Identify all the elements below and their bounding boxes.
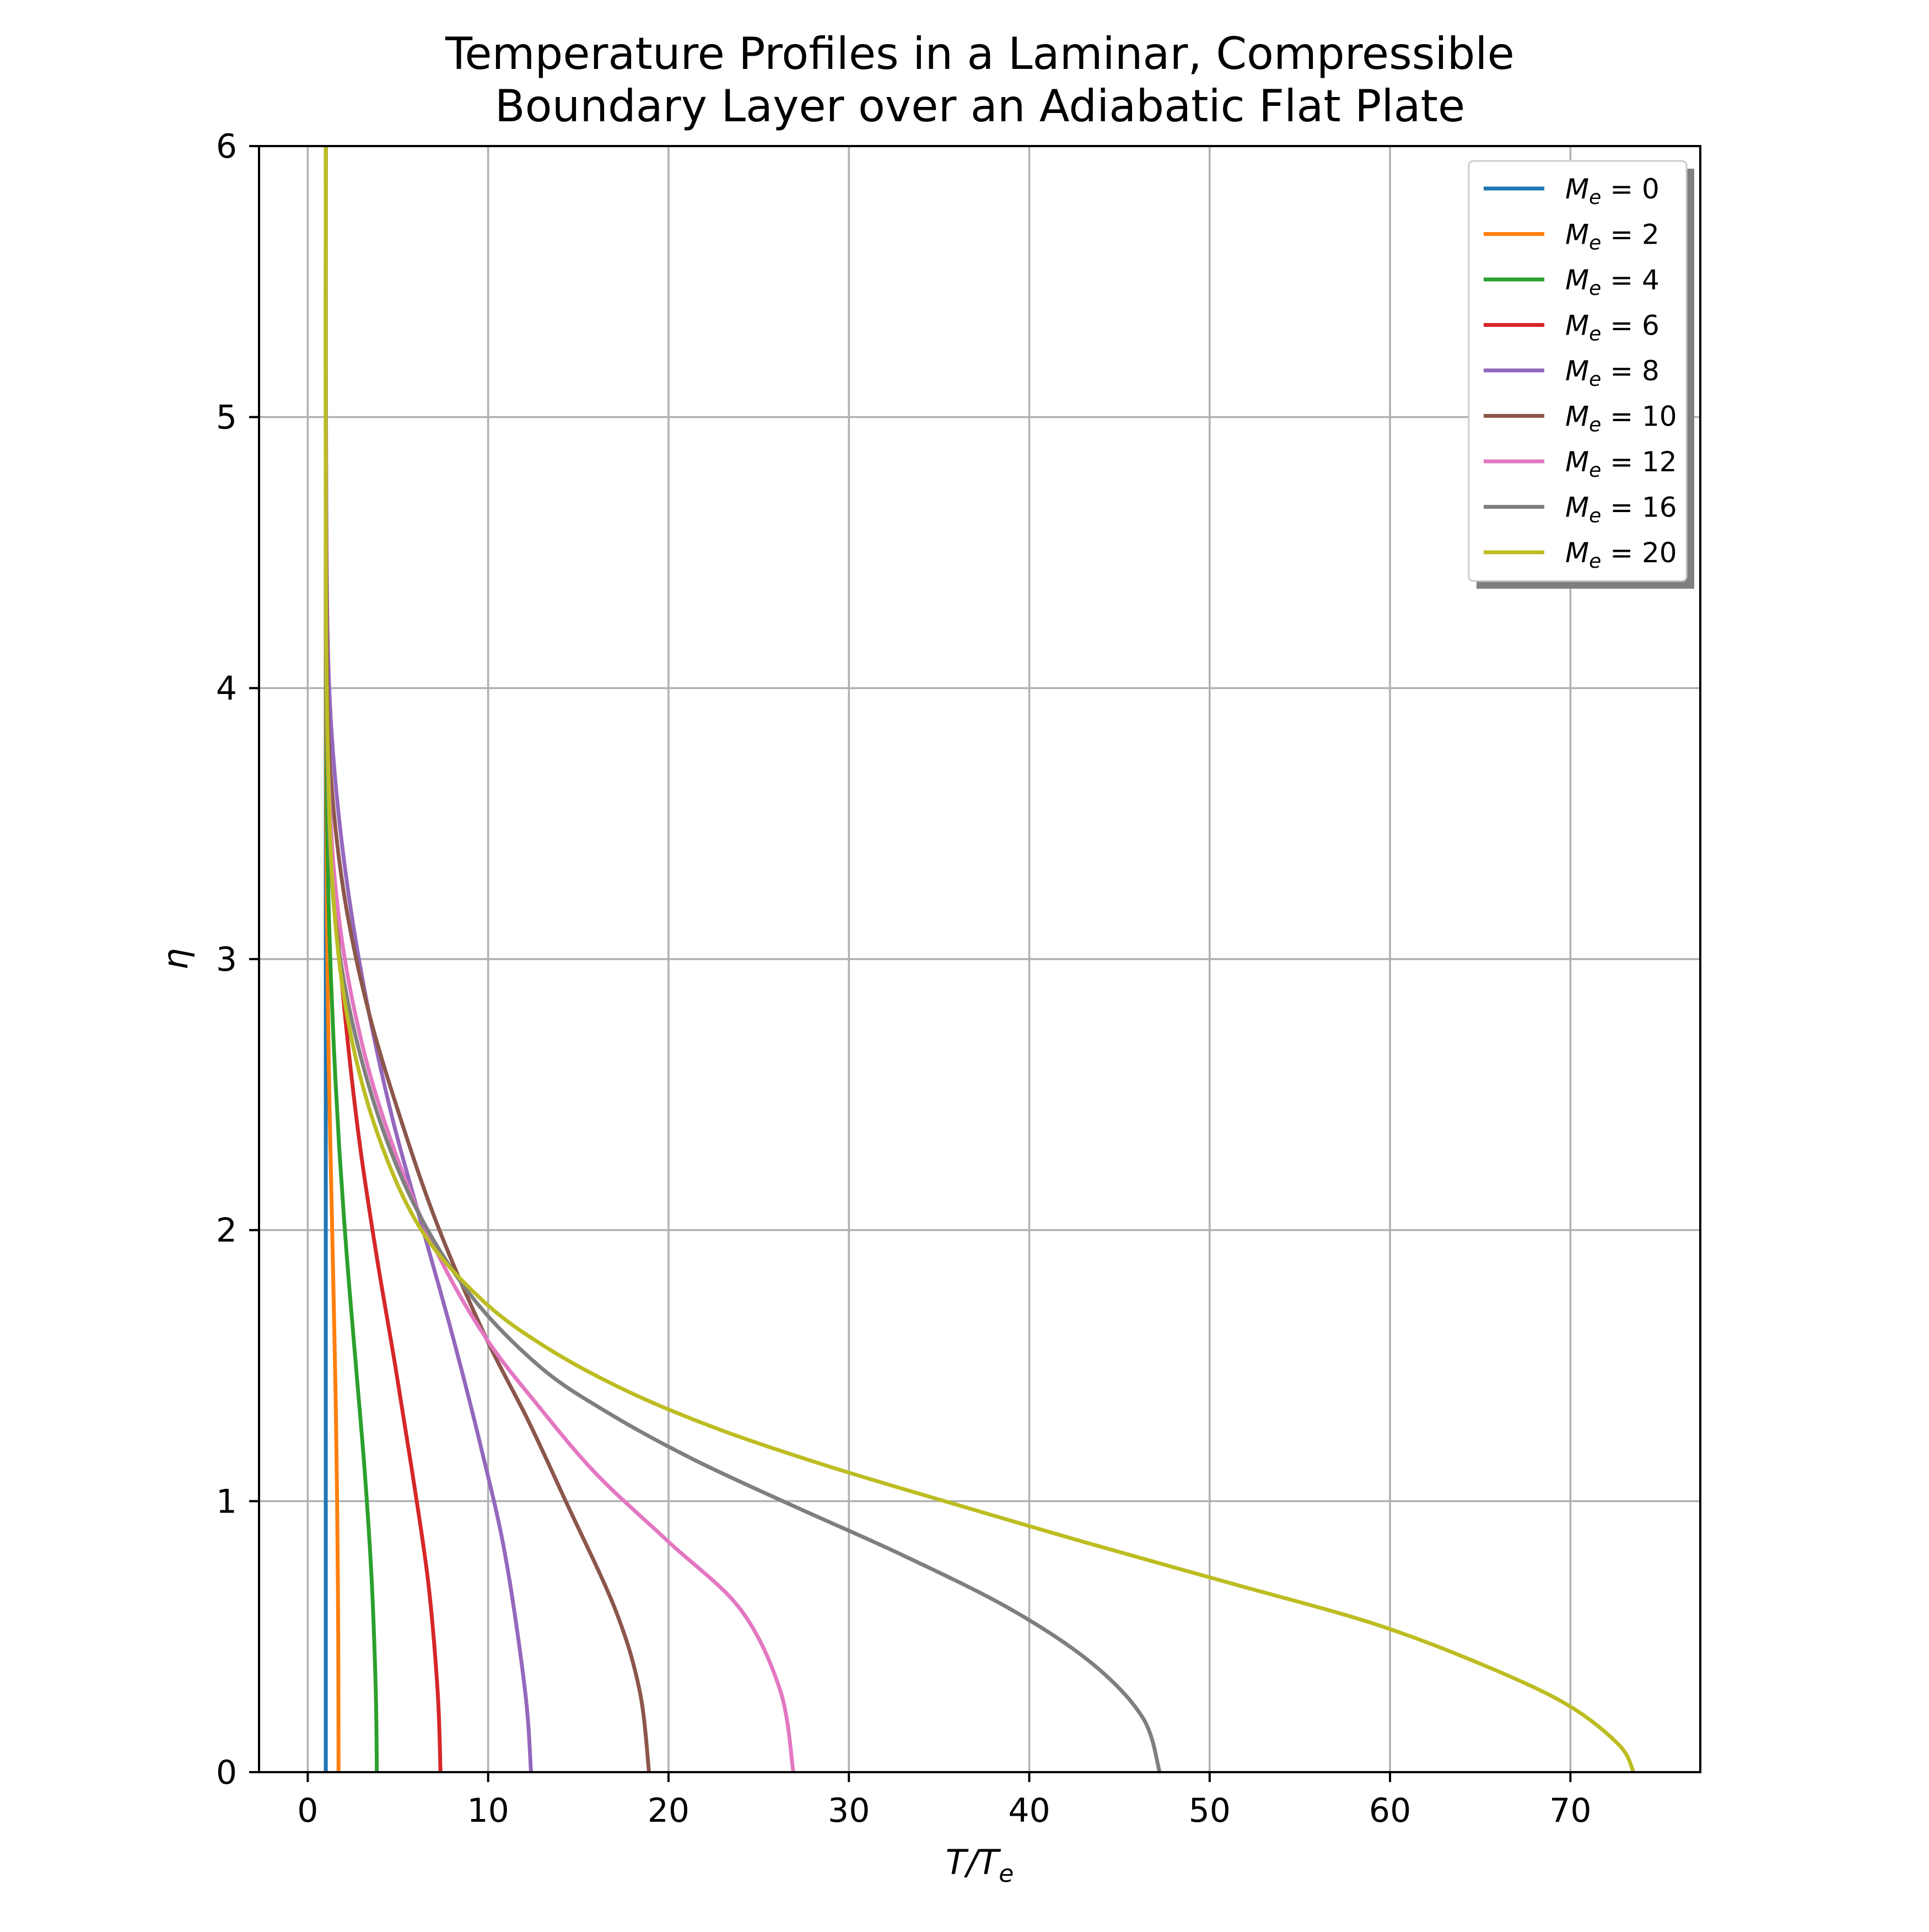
y-tick-label: 2 [216, 1212, 237, 1250]
legend-label-6: Me = 12 [1565, 446, 1677, 482]
y-tick-label: 6 [216, 127, 237, 166]
plot-area [324, 146, 1636, 1772]
chart-title: Temperature Profiles in a Laminar, Compr… [445, 28, 1515, 132]
x-tick-label: 0 [297, 1791, 318, 1830]
legend: Me = 0 Me = 2 Me = 4 Me = 6 Me = 8 Me = 10 Me … [1468, 160, 1694, 589]
x-tick-label: 50 [1189, 1791, 1231, 1830]
legend-label-2: Me = 4 [1565, 264, 1659, 300]
x-tick-label: 10 [467, 1791, 509, 1830]
x-tick-label: 30 [828, 1791, 870, 1830]
x-tick-label: 60 [1369, 1791, 1411, 1830]
x-axis-label: T/Te [946, 1842, 1014, 1888]
legend-label-4: Me = 8 [1565, 355, 1659, 391]
x-tick-label: 70 [1549, 1791, 1591, 1830]
legend-label-1: Me = 2 [1565, 219, 1659, 255]
x-tick-label: 40 [1008, 1791, 1050, 1830]
series-line-8 [324, 146, 1636, 1772]
chart-title-line: Boundary Layer over an Adiabatic Flat Pl… [495, 80, 1465, 132]
y-tick-label: 5 [216, 399, 237, 437]
legend-label-3: Me = 6 [1565, 310, 1659, 346]
y-tick-label: 1 [216, 1482, 237, 1521]
legend-label-8: Me = 20 [1565, 537, 1677, 573]
y-tick-label: 3 [216, 940, 237, 979]
legend-label-0: Me = 0 [1565, 173, 1659, 209]
y-axis-label: η [155, 948, 196, 970]
y-tick-label: 4 [216, 669, 237, 708]
chart-title-line: Temperature Profiles in a Laminar, Compr… [445, 28, 1515, 79]
legend-label-7: Me = 16 [1565, 492, 1677, 528]
y-tick-label: 0 [216, 1753, 237, 1792]
legend-box [1468, 160, 1688, 582]
axis-ticks: 0 10 20 30 40 50 60 70 0 1 2 3 4 5 6 [216, 127, 1592, 1830]
legend-label-5: Me = 10 [1565, 401, 1677, 437]
x-tick-label: 20 [648, 1791, 689, 1830]
